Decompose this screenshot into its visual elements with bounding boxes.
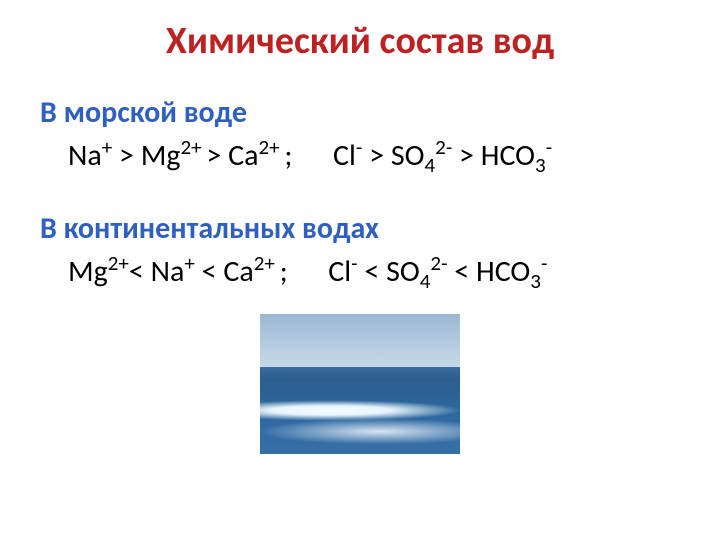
sea-waves-image — [260, 314, 460, 454]
image-container — [40, 314, 680, 459]
sea-horizon-layer — [260, 367, 460, 378]
section-heading-sea: В морской воде — [40, 94, 680, 131]
slide-title: Химический состав вод — [40, 18, 680, 64]
sea-foam-layer-2 — [260, 412, 460, 451]
slide: Химический состав вод В морской воде Na+… — [0, 0, 720, 540]
formula-continental-water: Mg2+< Na+ < Ca2+ ; Cl- < SO42- < HCO3- — [40, 253, 680, 290]
sea-sky-layer — [260, 314, 460, 367]
formula-sea-water: Na+ > Mg2+ > Ca2+ ; Cl- > SO42- > HCO3- — [40, 137, 680, 174]
section-heading-continental: В континентальных водах — [40, 210, 680, 247]
